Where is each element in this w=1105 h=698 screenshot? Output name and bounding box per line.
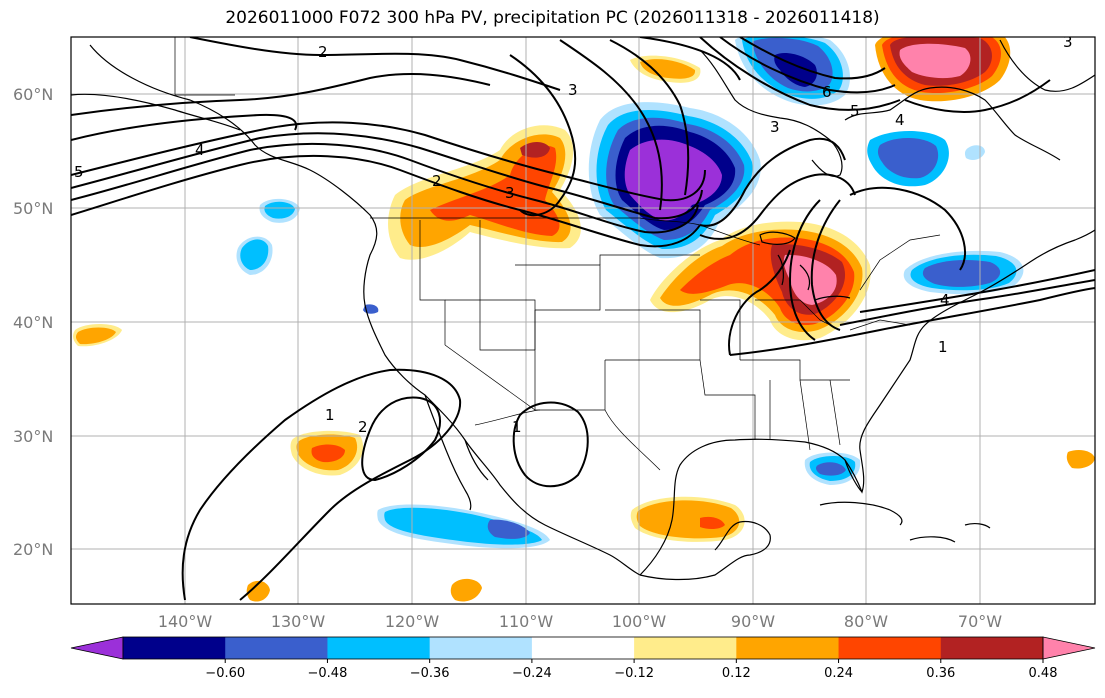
colorbar-tick-label: −0.48: [308, 666, 348, 681]
colorbar-segment: [429, 637, 533, 659]
colorbar-tick-label: 0.24: [824, 666, 853, 681]
colorbar: −0.60 −0.48 −0.36 −0.24 −0.12 0.12 0.24 0.36 0.4…: [70, 636, 1096, 681]
lon-label: 90°W: [731, 612, 775, 631]
contour-label: 1: [938, 338, 948, 356]
lon-label: 70°W: [958, 612, 1002, 631]
colorbar-segment: [940, 637, 1044, 659]
lon-label: 140°W: [158, 612, 213, 631]
latitude-labels: 60°N 50°N 40°N 30°N 20°N: [13, 85, 53, 559]
contour-label: 2: [358, 418, 368, 436]
lon-label: 110°W: [499, 612, 554, 631]
lon-label: 130°W: [271, 612, 326, 631]
contour-label: 5: [850, 102, 860, 120]
contour-label: 5: [74, 163, 84, 181]
contour-label: 3: [505, 184, 515, 202]
contour-label: 4: [195, 141, 205, 159]
lat-label: 20°N: [13, 540, 53, 559]
lat-label: 50°N: [13, 199, 53, 218]
lat-label: 60°N: [13, 85, 53, 104]
colorbar-segment: [736, 637, 840, 659]
lat-label: 30°N: [13, 427, 53, 446]
colorbar-extend-low: [70, 636, 124, 660]
colorbar-segment: [225, 637, 328, 659]
contour-label: 2: [432, 172, 442, 190]
contour-label: 6: [822, 83, 832, 101]
map-content: 2 3 4 5 6 2 3 4 5 3 3 4 1 1 2 1: [71, 33, 1095, 604]
colorbar-tick-label: −0.24: [512, 666, 552, 681]
contour-label: 3: [568, 81, 578, 99]
colorbar-segment: [838, 637, 942, 659]
contour-label: 1: [512, 418, 522, 436]
colorbar-tick-label: −0.12: [614, 666, 654, 681]
colorbar-segment: [531, 637, 635, 659]
contour-label: 4: [895, 111, 905, 129]
contour-label: 3: [770, 118, 780, 136]
coastlines: [71, 39, 1095, 581]
colorbar-tick-label: −0.36: [410, 666, 450, 681]
colorbar-segment: [123, 637, 226, 659]
lon-label: 100°W: [612, 612, 667, 631]
longitude-labels: 140°W 130°W 120°W 110°W 100°W 90°W 80°W …: [158, 612, 1002, 631]
contour-label: 2: [318, 43, 328, 61]
contour-label: 4: [940, 291, 950, 309]
lon-label: 80°W: [844, 612, 888, 631]
colorbar-segment: [327, 637, 431, 659]
colorbar-tick-label: 0.48: [1029, 666, 1058, 681]
map-title: 2026011000 F072 300 hPa PV, precipitatio…: [225, 8, 880, 28]
contour-label: 3: [1063, 33, 1073, 51]
colorbar-segment: [634, 637, 737, 659]
map-border: [70, 36, 1096, 605]
contour-label: 1: [325, 406, 335, 424]
precip-shading: [73, 37, 1095, 602]
map-background: [71, 37, 1095, 604]
colorbar-tick-label: 0.12: [722, 666, 751, 681]
colorbar-tick-label: −0.60: [205, 666, 245, 681]
lon-label: 120°W: [385, 612, 440, 631]
colorbar-extend-high: [1042, 636, 1096, 660]
colorbar-frame: [122, 636, 1044, 660]
pv-contour-labels: 2 3 4 5 6 2 3 4 5 3 3 4 1 1 2 1: [74, 33, 1073, 436]
colorbar-tick-label: 0.36: [926, 666, 955, 681]
lat-label: 40°N: [13, 313, 53, 332]
pv-contours: [71, 37, 1095, 601]
